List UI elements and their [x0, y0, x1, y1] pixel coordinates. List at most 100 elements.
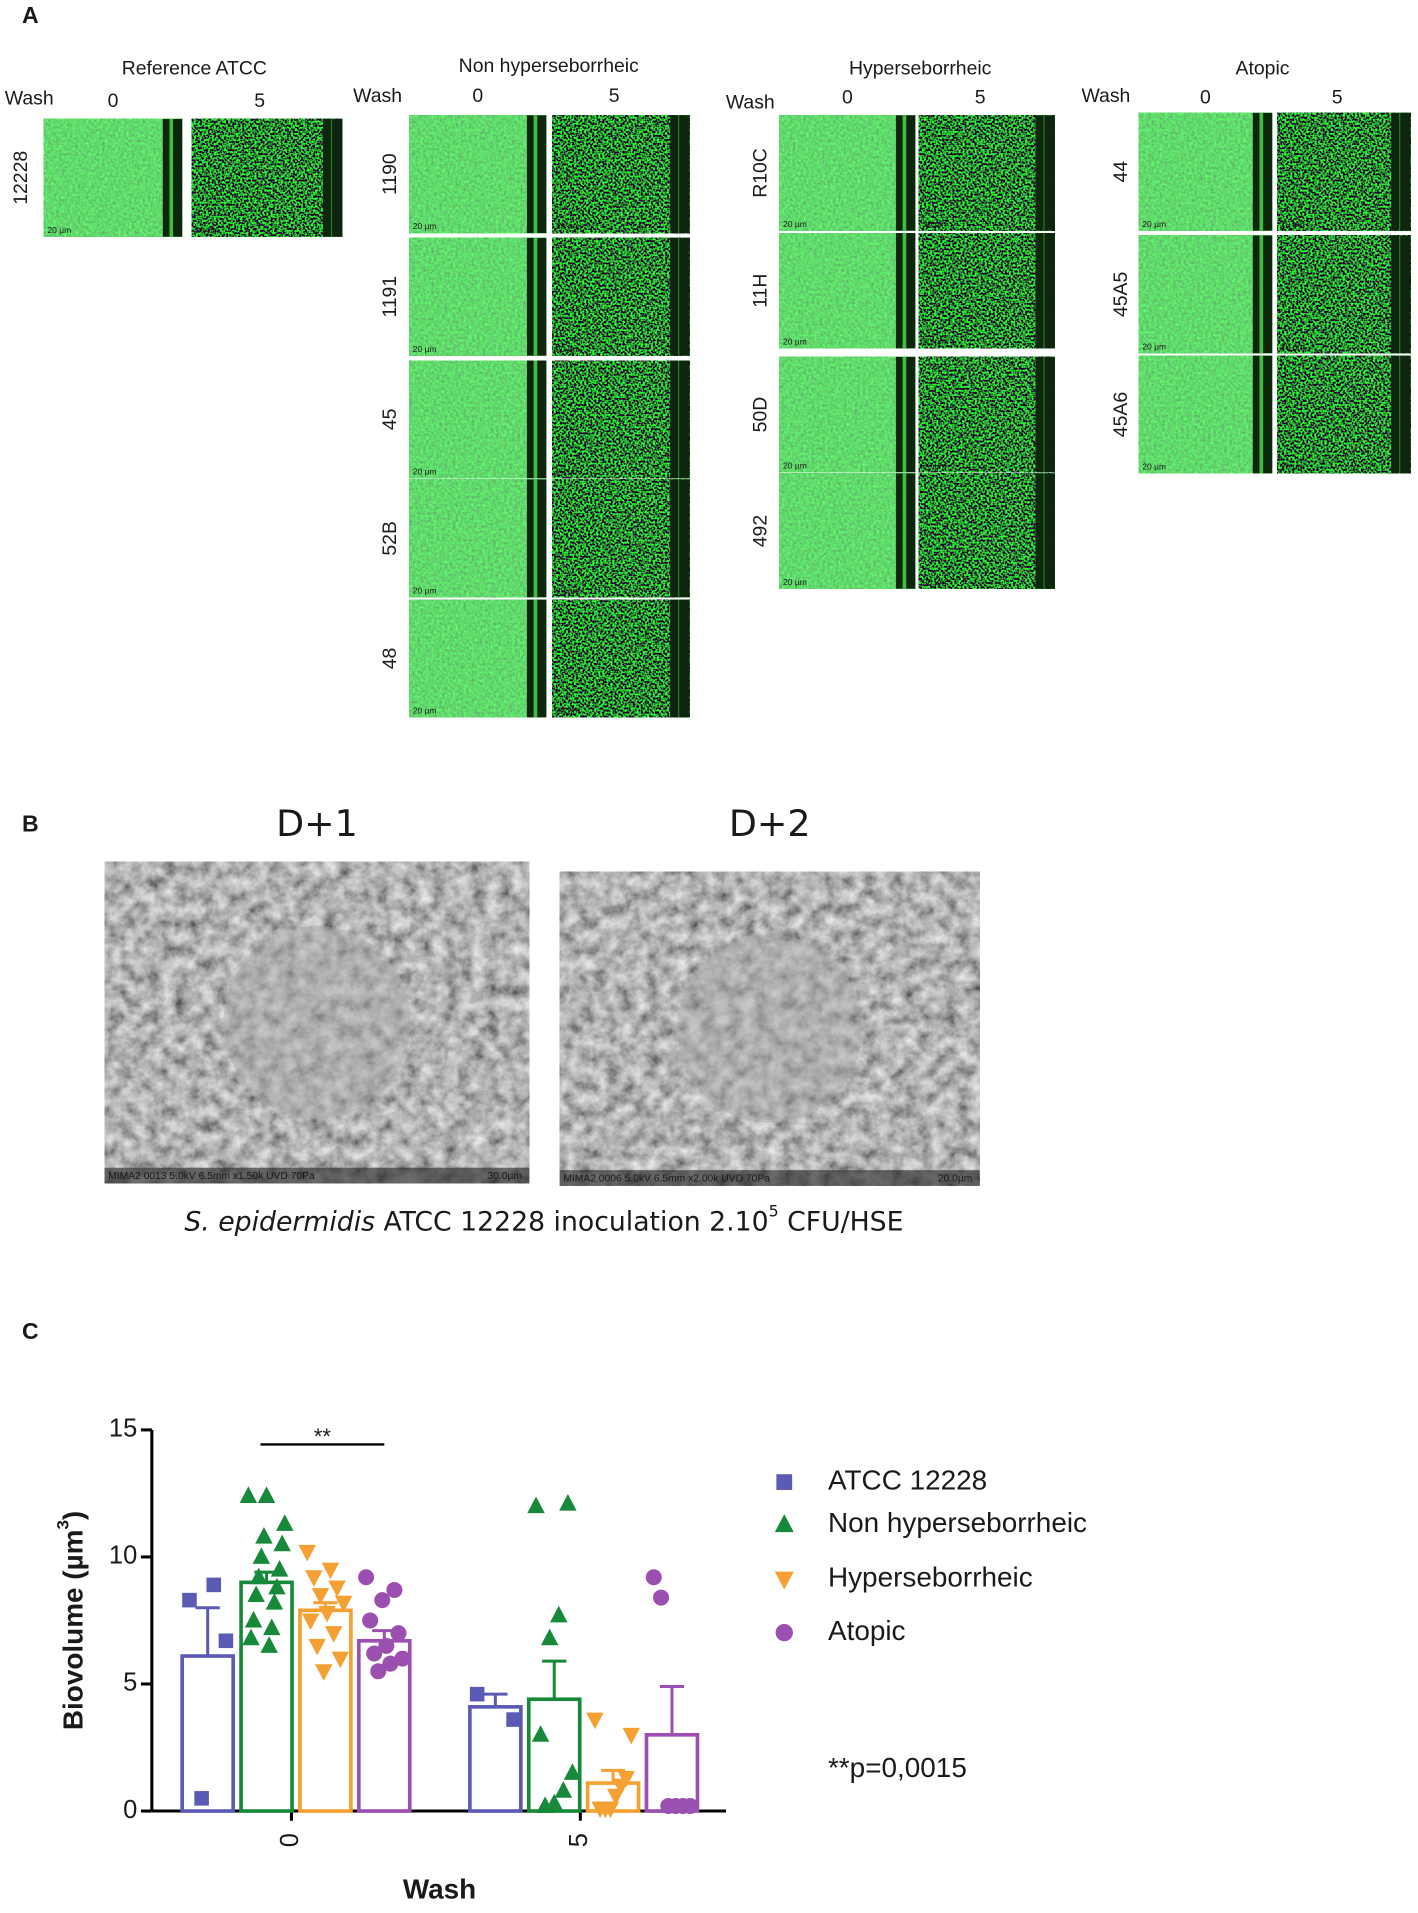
legend-label: Hyperseborrheic	[828, 1562, 1033, 1593]
orthogonal-view	[670, 599, 690, 718]
micrograph: 20 µm	[1277, 355, 1411, 474]
micrograph-image	[779, 233, 916, 349]
strain-label: 11H	[749, 274, 771, 308]
micrograph-image	[43, 118, 183, 237]
panel-c: 0 5 10 15 Biovolume (µm3) 0 5 Wash ATCC 12228 Non…	[54, 1415, 1087, 1905]
data-point	[247, 1585, 265, 1603]
scale-bar-label: 20 µm	[923, 460, 947, 470]
strain-label: 1191	[379, 276, 401, 318]
data-point	[554, 1781, 573, 1798]
data-point	[265, 1593, 284, 1610]
wash-label: Wash	[5, 88, 54, 110]
data-point	[308, 1638, 326, 1656]
micrograph: 20 µm	[779, 356, 916, 473]
scale-bar-label: 20 µm	[783, 219, 807, 229]
scale-bar-label: 20 µm	[413, 466, 437, 476]
y-title-text: Biovolume (µm	[58, 1530, 89, 1731]
micrograph: 20 µm	[409, 237, 547, 356]
micrograph-image	[1277, 355, 1411, 474]
scale-bar-label: 20 µm	[1142, 219, 1166, 229]
micrograph: 20 µm	[552, 115, 690, 234]
wash-value: 5	[1332, 86, 1343, 108]
y-tick-label: 5	[123, 1669, 137, 1697]
scale-bar-label: 20 µm	[413, 585, 437, 595]
data-point	[315, 1664, 333, 1681]
scale-bar-label: 20 µm	[1281, 462, 1305, 472]
y-title-text: )	[58, 1511, 89, 1520]
orthogonal-view	[1035, 233, 1055, 349]
scale-bar-label: 20 µm	[413, 221, 437, 231]
data-point	[250, 1567, 268, 1585]
data-point	[194, 1791, 209, 1806]
caption-text: CFU/HSE	[779, 1206, 904, 1237]
strain-label: 1190	[379, 153, 401, 195]
data-point	[536, 1796, 554, 1813]
micrograph: 20 µm	[779, 233, 916, 349]
species: S. epidermidis	[184, 1206, 375, 1237]
data-point	[563, 1763, 582, 1780]
data-point	[382, 1655, 399, 1672]
legend-marker	[775, 1623, 793, 1642]
scale-bar-label: 20 µm	[556, 221, 580, 231]
micrograph-image	[552, 237, 690, 356]
scale-bar-label: 20 µm	[783, 577, 807, 587]
wash-value: 0	[108, 90, 119, 112]
micrograph-image	[409, 360, 547, 479]
scale-bar-label: 20 µm	[1142, 462, 1166, 472]
micrograph-image	[1138, 235, 1273, 354]
scale-bar-label: 20 µm	[47, 225, 71, 235]
micrograph-image	[552, 599, 690, 718]
scale-bar-label: 20 µm	[556, 585, 580, 595]
panel-label: B	[22, 810, 39, 836]
legend-marker	[776, 1474, 793, 1490]
caption-text: ATCC 12228 inoculation 2.10	[375, 1206, 769, 1237]
strain-label: 492	[749, 515, 771, 547]
data-point	[273, 1534, 291, 1552]
data-point	[531, 1725, 550, 1742]
data-point	[305, 1570, 323, 1587]
wash-value: 5	[975, 86, 986, 108]
wash-value: 0	[472, 85, 483, 107]
orthogonal-view	[670, 479, 690, 598]
orthogonal-view	[1035, 473, 1055, 589]
micrograph: 20 µm	[409, 115, 547, 234]
orthogonal-view	[1391, 112, 1411, 231]
data-point	[268, 1577, 286, 1595]
data-point	[218, 1633, 234, 1649]
data-point	[550, 1605, 568, 1623]
orthogonal-view	[1035, 356, 1055, 473]
data-point	[378, 1637, 395, 1654]
micrograph-image	[918, 356, 1055, 473]
micrograph: 20 µm	[191, 118, 343, 237]
bacterial-cluster	[223, 926, 411, 1120]
sem-info: MIMA2 0013 5.0kV 6.5mm x1.50k UVD 70Pa	[108, 1171, 315, 1182]
micrograph: 20 µm	[1138, 112, 1273, 231]
x-tick-label: 5	[565, 1833, 593, 1847]
data-point	[257, 1486, 276, 1503]
legend-label: Non hyperseborrheic	[828, 1507, 1087, 1538]
superscript: 5	[769, 1201, 779, 1220]
scale-bar-label: 20 µm	[413, 344, 437, 354]
orthogonal-view	[1035, 115, 1055, 231]
strain-label: 50D	[749, 397, 771, 433]
orthogonal-view	[1391, 355, 1411, 474]
data-point	[591, 1801, 609, 1819]
data-point	[239, 1486, 258, 1503]
micrograph-image	[409, 599, 547, 718]
group-title: Non hyperseborrheic	[459, 55, 639, 77]
data-point	[366, 1645, 383, 1662]
scale-bar-label: 20 µm	[1281, 219, 1305, 229]
micrograph-image	[779, 473, 916, 589]
data-point	[321, 1562, 340, 1580]
scale-bar-label: 20 µm	[413, 706, 437, 716]
micrograph-image	[191, 118, 343, 237]
micrograph-image	[918, 473, 1055, 589]
strain-label: 45	[379, 409, 401, 431]
data-point	[559, 1493, 577, 1511]
data-point	[645, 1569, 662, 1586]
micrograph: 20 µm	[409, 599, 547, 718]
info-bar	[104, 1167, 530, 1184]
micrograph-image	[409, 479, 547, 598]
strain-label: 12228	[10, 151, 32, 205]
data-point	[606, 1788, 625, 1806]
